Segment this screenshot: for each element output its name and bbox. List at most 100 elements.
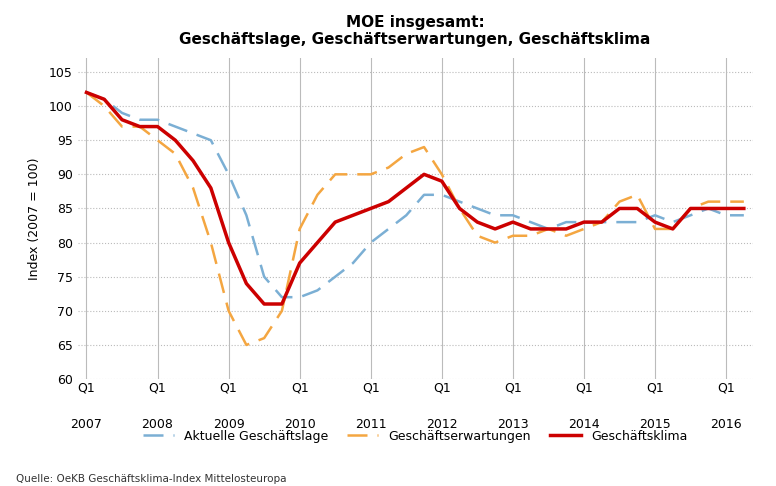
Geschäftsklima bbox=[544, 226, 553, 232]
Geschäftserwartungen bbox=[490, 240, 500, 245]
Geschäftserwartungen bbox=[437, 172, 446, 177]
Geschäftserwartungen bbox=[259, 335, 268, 341]
Geschäftsklima bbox=[259, 301, 268, 307]
Geschäftsklima bbox=[668, 226, 677, 232]
Geschäftserwartungen bbox=[597, 219, 606, 225]
Aktuelle Geschäftslage bbox=[562, 219, 571, 225]
Geschäftserwartungen bbox=[632, 192, 642, 198]
Geschäftsklima bbox=[740, 206, 749, 211]
Y-axis label: Index (2007 = 100): Index (2007 = 100) bbox=[27, 157, 40, 280]
Aktuelle Geschäftslage bbox=[740, 212, 749, 218]
Geschäftserwartungen bbox=[419, 144, 428, 150]
Aktuelle Geschäftslage bbox=[171, 123, 180, 129]
Geschäftsklima bbox=[384, 199, 393, 205]
Text: 2010: 2010 bbox=[284, 418, 316, 431]
Geschäftserwartungen bbox=[668, 226, 677, 232]
Aktuelle Geschäftslage bbox=[81, 89, 91, 95]
Geschäftsklima bbox=[99, 96, 109, 102]
Text: 2014: 2014 bbox=[568, 418, 600, 431]
Text: 2012: 2012 bbox=[426, 418, 458, 431]
Text: 2016: 2016 bbox=[710, 418, 742, 431]
Geschäftsklima bbox=[224, 240, 234, 245]
Text: 2008: 2008 bbox=[141, 418, 174, 431]
Text: 2007: 2007 bbox=[71, 418, 102, 431]
Geschäftsklima bbox=[366, 206, 376, 211]
Geschäftsklima bbox=[508, 219, 518, 225]
Legend: Aktuelle Geschäftslage, Geschäftserwartungen, Geschäftsklima: Aktuelle Geschäftslage, Geschäftserwartu… bbox=[143, 431, 688, 443]
Geschäftsklima bbox=[686, 206, 695, 211]
Text: 2013: 2013 bbox=[497, 418, 528, 431]
Geschäftserwartungen bbox=[206, 240, 216, 245]
Geschäftserwartungen bbox=[562, 233, 571, 239]
Aktuelle Geschäftslage bbox=[224, 172, 234, 177]
Aktuelle Geschäftslage bbox=[437, 192, 446, 198]
Geschäftserwartungen bbox=[117, 123, 126, 129]
Aktuelle Geschäftslage bbox=[704, 206, 713, 211]
Text: 2011: 2011 bbox=[355, 418, 386, 431]
Geschäftsklima bbox=[437, 178, 446, 184]
Geschäftsklima bbox=[455, 206, 464, 211]
Geschäftserwartungen bbox=[402, 151, 411, 157]
Geschäftsklima bbox=[704, 206, 713, 211]
Aktuelle Geschäftslage bbox=[632, 219, 642, 225]
Aktuelle Geschäftslage bbox=[331, 274, 340, 279]
Geschäftserwartungen bbox=[508, 233, 518, 239]
Geschäftserwartungen bbox=[722, 199, 731, 205]
Aktuelle Geschäftslage bbox=[384, 226, 393, 232]
Geschäftserwartungen bbox=[171, 151, 180, 157]
Geschäftserwartungen bbox=[99, 103, 109, 109]
Aktuelle Geschäftslage bbox=[153, 117, 162, 122]
Geschäftserwartungen bbox=[135, 123, 144, 129]
Geschäftserwartungen bbox=[455, 206, 464, 211]
Text: Quelle: OeKB Geschäftsklima-Index Mittelosteuropa: Quelle: OeKB Geschäftsklima-Index Mittel… bbox=[16, 473, 286, 484]
Aktuelle Geschäftslage bbox=[473, 206, 482, 211]
Aktuelle Geschäftslage bbox=[366, 240, 376, 245]
Aktuelle Geschäftslage bbox=[99, 96, 109, 102]
Geschäftsklima bbox=[597, 219, 606, 225]
Aktuelle Geschäftslage bbox=[419, 192, 428, 198]
Geschäftserwartungen bbox=[313, 192, 322, 198]
Geschäftserwartungen bbox=[650, 226, 660, 232]
Geschäftsklima bbox=[295, 260, 304, 266]
Aktuelle Geschäftslage bbox=[135, 117, 144, 122]
Geschäftsklima bbox=[615, 206, 624, 211]
Geschäftsklima bbox=[171, 138, 180, 143]
Aktuelle Geschäftslage bbox=[615, 219, 624, 225]
Geschäftserwartungen bbox=[615, 199, 624, 205]
Aktuelle Geschäftslage bbox=[544, 226, 553, 232]
Geschäftserwartungen bbox=[704, 199, 713, 205]
Aktuelle Geschäftslage bbox=[402, 212, 411, 218]
Line: Aktuelle Geschäftslage: Aktuelle Geschäftslage bbox=[86, 92, 744, 297]
Geschäftserwartungen bbox=[384, 165, 393, 171]
Geschäftserwartungen bbox=[277, 308, 286, 314]
Aktuelle Geschäftslage bbox=[526, 219, 535, 225]
Aktuelle Geschäftslage bbox=[313, 287, 322, 293]
Geschäftsklima bbox=[526, 226, 535, 232]
Aktuelle Geschäftslage bbox=[117, 110, 126, 116]
Aktuelle Geschäftslage bbox=[455, 199, 464, 205]
Geschäftserwartungen bbox=[153, 138, 162, 143]
Geschäftserwartungen bbox=[189, 185, 198, 191]
Geschäftsklima bbox=[206, 185, 216, 191]
Geschäftsklima bbox=[650, 219, 660, 225]
Geschäftsklima bbox=[473, 219, 482, 225]
Geschäftserwartungen bbox=[224, 308, 234, 314]
Geschäftserwartungen bbox=[473, 233, 482, 239]
Aktuelle Geschäftslage bbox=[189, 130, 198, 136]
Geschäftserwartungen bbox=[686, 206, 695, 211]
Geschäftsklima bbox=[331, 219, 340, 225]
Geschäftsklima bbox=[419, 172, 428, 177]
Line: Geschäftserwartungen: Geschäftserwartungen bbox=[86, 92, 744, 345]
Line: Geschäftsklima: Geschäftsklima bbox=[86, 92, 744, 304]
Aktuelle Geschäftslage bbox=[242, 212, 251, 218]
Aktuelle Geschäftslage bbox=[597, 219, 606, 225]
Geschäftserwartungen bbox=[242, 342, 251, 348]
Geschäftsklima bbox=[277, 301, 286, 307]
Aktuelle Geschäftslage bbox=[259, 274, 268, 279]
Title: MOE insgesamt:
Geschäftslage, Geschäftserwartungen, Geschäftsklima: MOE insgesamt: Geschäftslage, Geschäftse… bbox=[179, 15, 651, 48]
Aktuelle Geschäftslage bbox=[686, 212, 695, 218]
Aktuelle Geschäftslage bbox=[490, 212, 500, 218]
Aktuelle Geschäftslage bbox=[722, 212, 731, 218]
Geschäftsklima bbox=[189, 158, 198, 164]
Geschäftsklima bbox=[562, 226, 571, 232]
